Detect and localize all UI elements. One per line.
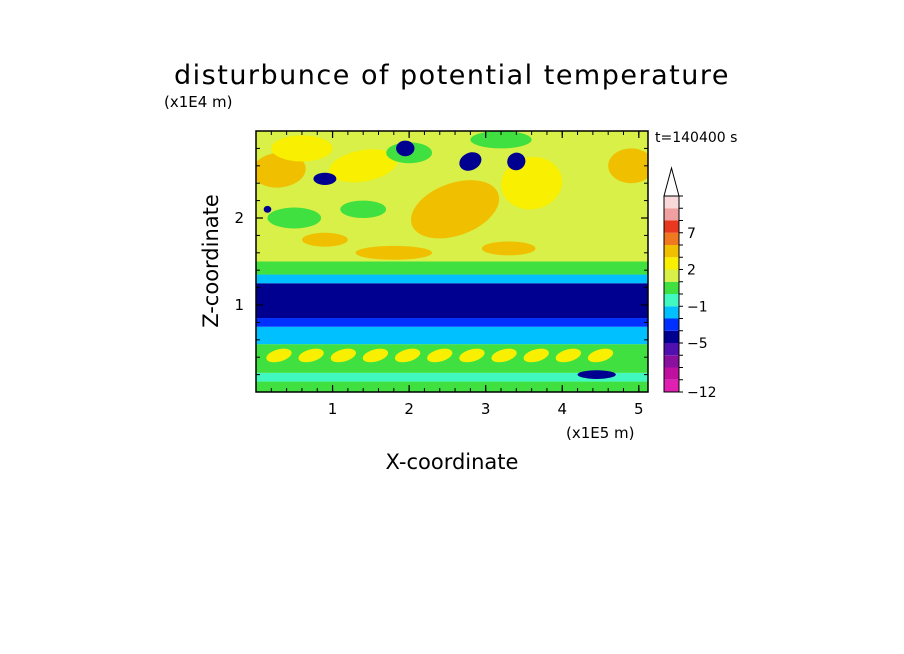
time-label: t=140400 s — [655, 130, 737, 146]
contour-cell — [362, 348, 389, 363]
colorbar-label: 7 — [687, 226, 696, 242]
contour-cell — [313, 172, 337, 185]
contour-field — [256, 131, 648, 392]
colorbar-label: 2 — [687, 263, 696, 279]
contour-cell — [459, 152, 482, 171]
x-tick-label: 1 — [328, 400, 338, 418]
colorbar-segment — [664, 367, 679, 380]
colorbar-segment — [664, 355, 679, 368]
contour-cell — [577, 370, 616, 379]
contour-cell — [355, 245, 433, 260]
contour-cell — [481, 241, 536, 256]
contour-cell — [394, 348, 421, 363]
contour-cell — [267, 207, 322, 229]
x-tick-label: 2 — [404, 400, 414, 418]
chart-title: disturbunce of potential temperature — [174, 60, 730, 91]
x-tick-label: 3 — [481, 400, 491, 418]
colorbar-segment — [664, 232, 679, 245]
contour-band — [256, 274, 648, 284]
y-tick-label: 1 — [234, 296, 244, 314]
axis-ticks: 1 2 3 4 5 1 2 — [234, 131, 648, 418]
colorbar-segment — [664, 245, 679, 258]
colorbar-segment — [664, 281, 679, 294]
contour-cell — [459, 348, 485, 363]
colorbar-label: −5 — [687, 336, 708, 352]
contour-cell — [396, 140, 415, 157]
contour-cell — [329, 149, 398, 183]
colorbar-label: −1 — [687, 299, 708, 315]
x-axis-label: X-coordinate — [386, 450, 519, 474]
contour-band — [256, 318, 648, 327]
contour-band — [256, 344, 648, 373]
contour-cell — [263, 205, 272, 213]
contour-cell — [256, 152, 306, 188]
colorbar-segment — [664, 318, 679, 331]
colorbar-segment — [664, 220, 679, 233]
contour-cell — [427, 348, 453, 363]
contour-band — [256, 326, 648, 345]
colorbar-segment — [664, 196, 679, 209]
contour-cell — [340, 200, 387, 218]
colorbar-segment — [664, 294, 679, 307]
contour-cell — [330, 348, 356, 363]
contour-cell — [410, 180, 500, 239]
colorbar-segment — [664, 257, 679, 270]
plot-frame — [255, 130, 649, 393]
contour-cell — [491, 348, 517, 363]
colorbar-segment — [664, 306, 679, 319]
contour-band — [256, 261, 648, 275]
colorbar-label: −12 — [687, 385, 717, 401]
x-scale-label: (x1E5 m) — [566, 424, 635, 442]
contour-cell — [298, 348, 324, 363]
contour-cell — [266, 348, 292, 363]
colorbar-segment — [664, 330, 679, 343]
colorbar-segment — [664, 379, 679, 392]
y-tick-label: 2 — [234, 209, 244, 227]
colorbar-segment — [664, 269, 679, 282]
x-tick-label: 5 — [634, 400, 644, 418]
colorbar-segment — [664, 343, 679, 356]
contour-cell — [271, 135, 333, 162]
colorbar-segment — [664, 208, 679, 221]
contour-cell — [507, 152, 526, 171]
colorbar-extend-arrow — [663, 166, 680, 197]
contour-cell — [555, 348, 582, 363]
contour-cell — [523, 348, 549, 363]
contour-band — [256, 372, 648, 382]
contour-cell — [301, 232, 348, 247]
contour-cell — [608, 148, 648, 184]
contour-band — [256, 381, 648, 392]
y-scale-label: (x1E4 m) — [164, 93, 233, 111]
contour-cell — [587, 348, 614, 363]
colorbar: −12−5−127 — [663, 166, 717, 401]
contour-band — [256, 283, 648, 319]
x-tick-label: 4 — [557, 400, 567, 418]
y-axis-label: Z-coordinate — [199, 194, 223, 328]
